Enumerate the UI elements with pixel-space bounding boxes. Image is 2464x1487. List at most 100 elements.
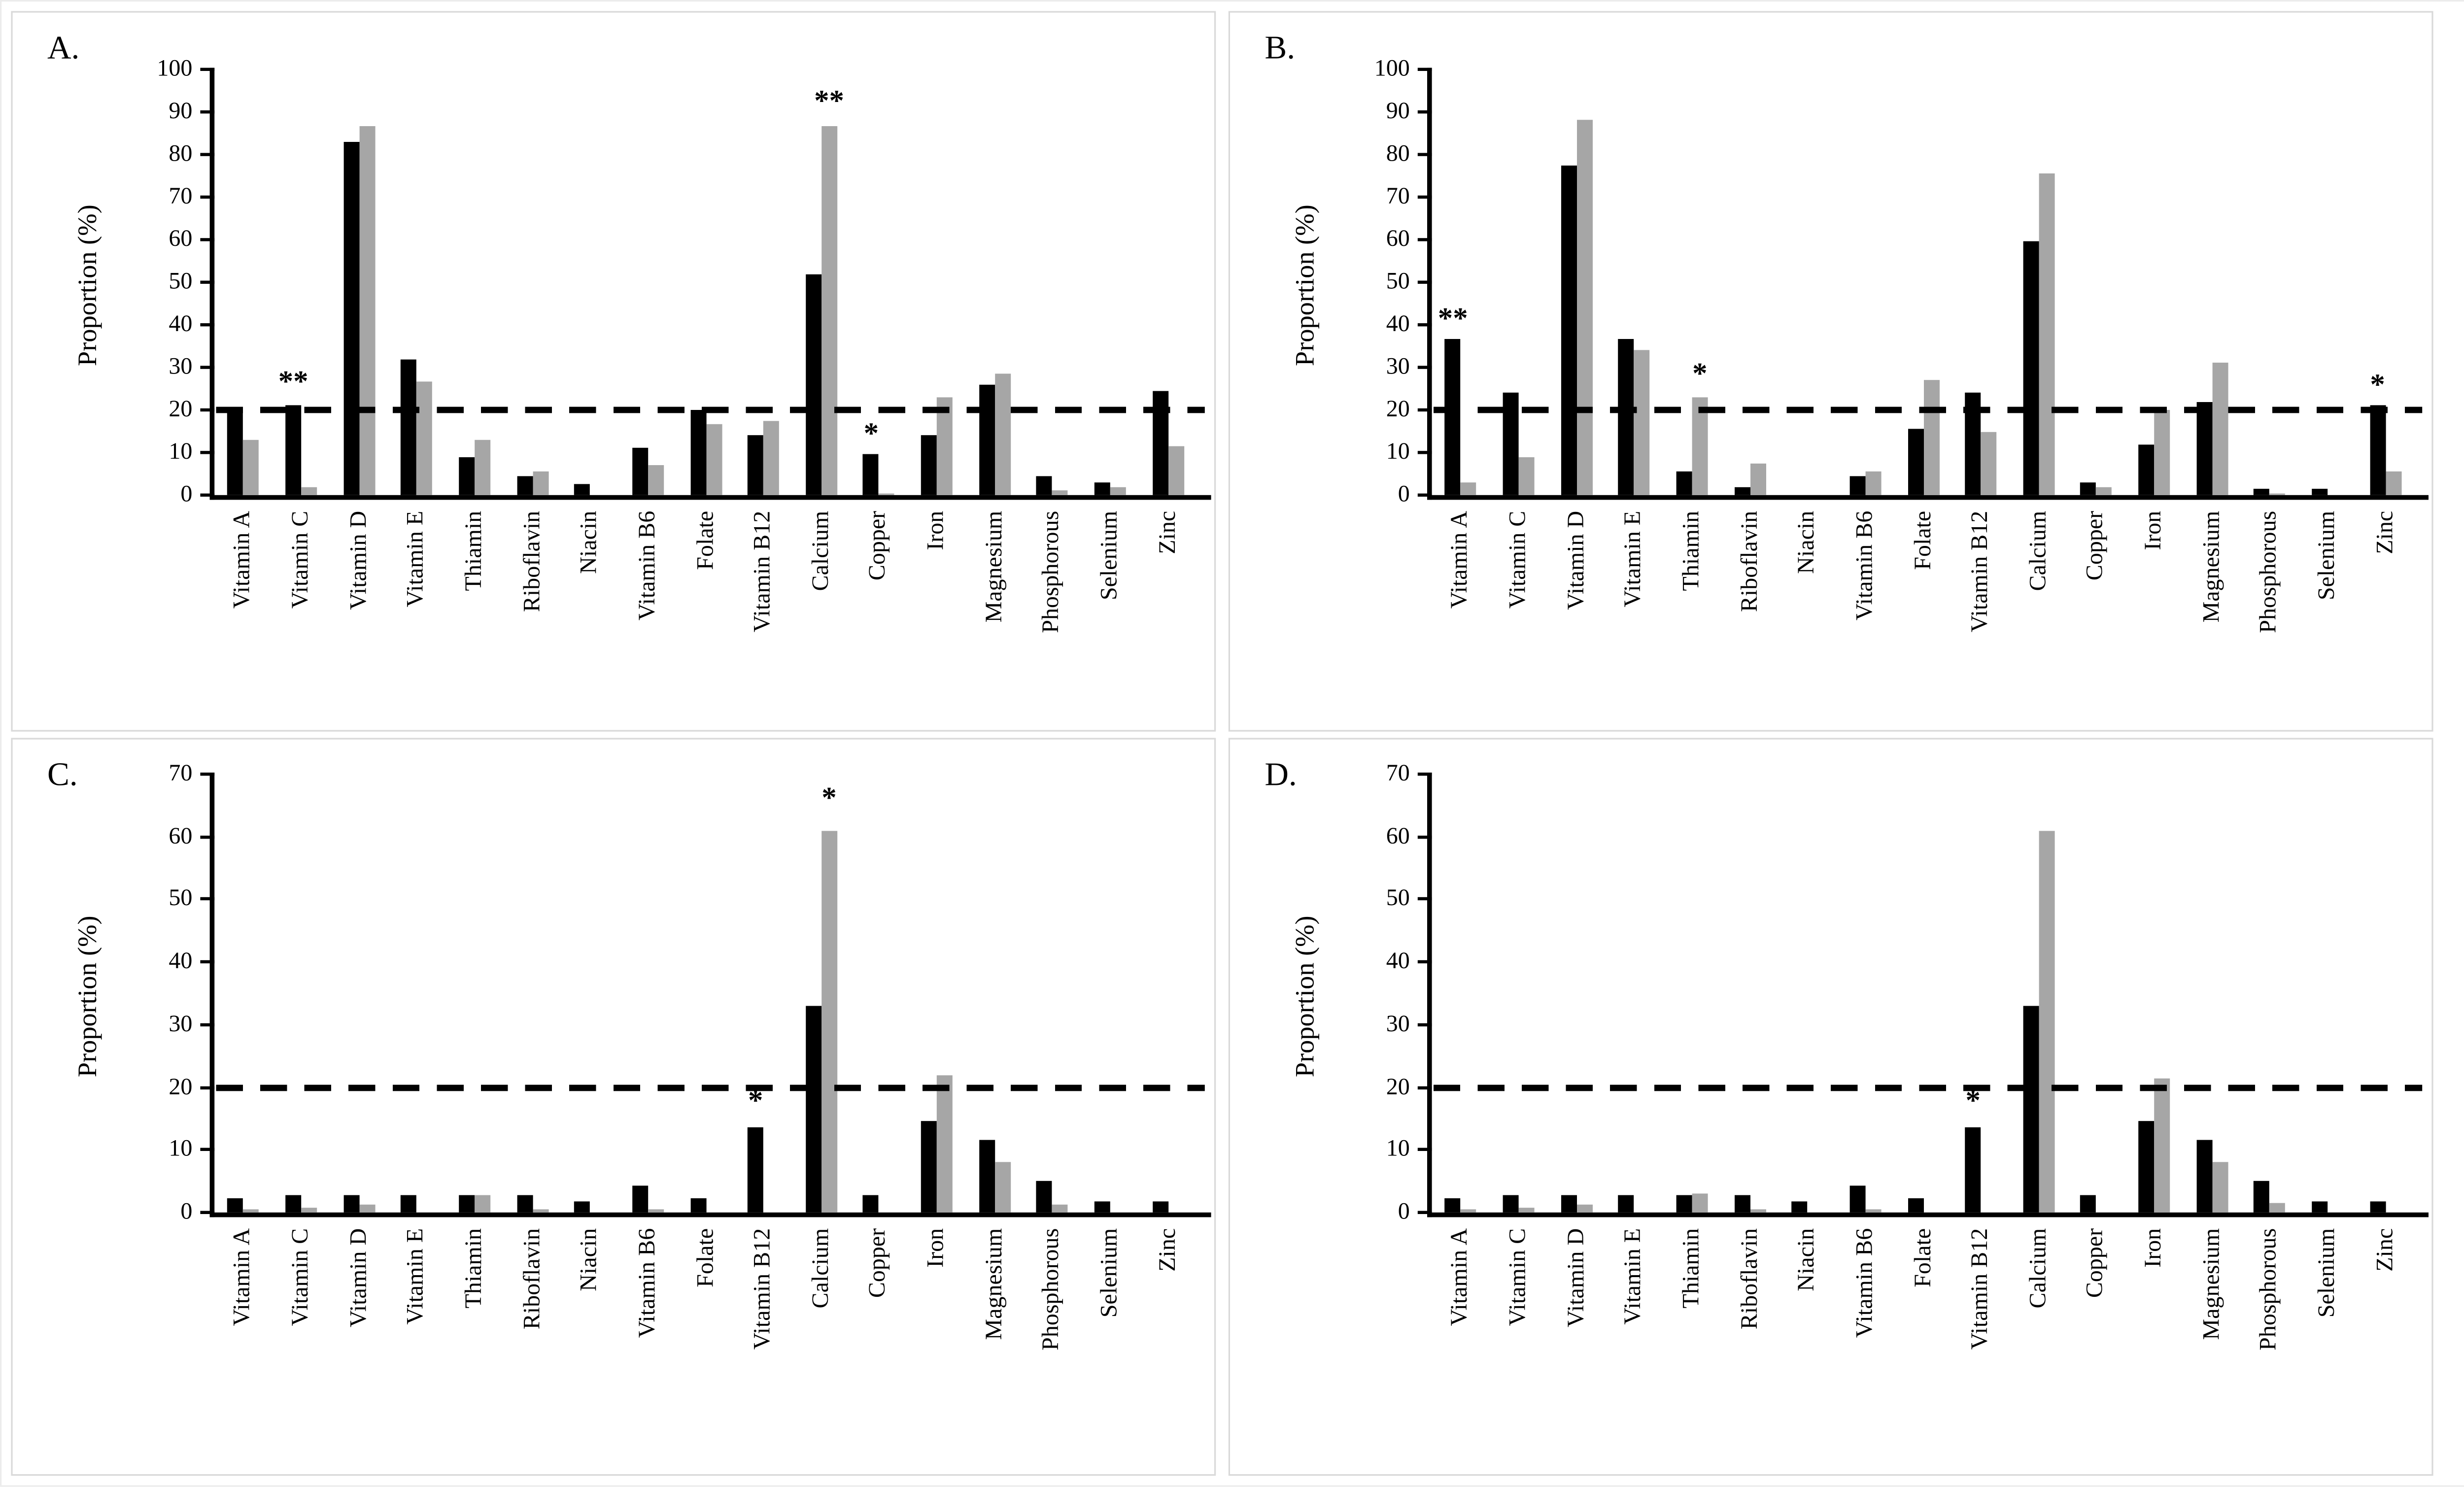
y-tick-label-70: 70 [169, 761, 193, 787]
x-label-phosphorous: Phosphorous [2257, 510, 2283, 633]
bar-gray-vitamin-b12 [1981, 431, 1997, 495]
x-label-zinc: Zinc [2372, 1228, 2398, 1272]
x-label-riboflavin: Riboflavin [1737, 1228, 1763, 1330]
panel-letter-a: A. [47, 28, 80, 67]
bar-black-thiamin [1676, 1195, 1692, 1213]
bar-gray-thiamin [1692, 1194, 1708, 1213]
y-tick-60 [200, 238, 215, 241]
y-tick-50 [1417, 280, 1432, 284]
bar-gray-phosphorous [1052, 491, 1068, 495]
bar-black-copper [2081, 1195, 2097, 1213]
x-label-vitamin-e: Vitamin E [404, 1228, 430, 1325]
bar-gray-vitamin-c [301, 1208, 317, 1213]
x-label-calcium: Calcium [2026, 1228, 2052, 1309]
y-tick-50 [200, 280, 215, 284]
bar-gray-vitamin-e [416, 382, 433, 495]
bar-black-phosphorous [2254, 1181, 2270, 1213]
y-tick-label-60: 60 [1386, 824, 1410, 849]
x-label-vitamin-a: Vitamin A [1448, 510, 1473, 609]
bar-gray-vitamin-c [301, 486, 317, 495]
bar-gray-vitamin-a [1461, 482, 1477, 495]
bar-black-niacin [574, 1202, 590, 1213]
y-tick-70 [200, 195, 215, 199]
x-label-magnesium: Magnesium [982, 510, 1007, 623]
bar-black-vitamin-d [1560, 1195, 1576, 1213]
bar-gray-calcium [821, 127, 837, 495]
bar-gray-folate [1923, 380, 1939, 495]
significance-2star-vitamin-c: ** [278, 366, 308, 400]
y-tick-20 [1417, 408, 1432, 412]
bar-gray-calcium [2038, 830, 2054, 1213]
bar-black-thiamin [1676, 472, 1692, 495]
bar-gray-copper [2096, 486, 2113, 495]
bar-gray-riboflavin [1749, 463, 1766, 495]
bar-black-selenium [1094, 482, 1110, 495]
x-label-zinc: Zinc [2372, 510, 2398, 554]
panel-c: C. Proportion (%) 0 10 20 30 40 50 60 70 Vitamin… [11, 738, 1216, 1476]
y-tick-30 [1417, 1023, 1432, 1026]
y-tick-10 [1417, 1148, 1432, 1151]
bar-gray-vitamin-d [1576, 1204, 1592, 1213]
bar-black-zinc [2369, 1201, 2386, 1213]
bar-gray-vitamin-a [1461, 1209, 1477, 1213]
x-label-vitamin-b6: Vitamin B6 [635, 1228, 661, 1338]
y-tick-label-90: 90 [169, 99, 193, 125]
bar-gray-riboflavin [1749, 1209, 1766, 1213]
bar-black-riboflavin [516, 475, 533, 495]
bar-black-vitamin-d [1560, 165, 1576, 495]
x-label-riboflavin: Riboflavin [519, 510, 545, 612]
y-tick-label-50: 50 [1386, 270, 1410, 295]
bar-black-phosphorous [1036, 1181, 1053, 1213]
bar-gray-vitamin-d [359, 127, 375, 495]
y-tick-80 [200, 153, 215, 156]
reference-dashed-line [216, 406, 1205, 413]
y-tick-label-70: 70 [1386, 184, 1410, 210]
y-tick-label-0: 0 [180, 1200, 193, 1225]
bar-black-vitamin-c [1503, 1195, 1519, 1213]
reference-dashed-line [1433, 406, 2423, 413]
x-label-copper: Copper [2084, 510, 2109, 581]
x-label-vitamin-d: Vitamin D [346, 1228, 372, 1327]
x-label-zinc: Zinc [1155, 510, 1181, 554]
x-label-vitamin-d: Vitamin D [1564, 510, 1589, 610]
y-tick-label-40: 40 [169, 949, 193, 975]
bar-black-folate [1907, 1198, 1923, 1213]
bar-gray-phosphorous [1052, 1205, 1068, 1213]
y-tick-50 [1417, 898, 1432, 901]
bar-black-vitamin-a [1445, 339, 1461, 495]
x-label-calcium: Calcium [2026, 510, 2052, 591]
x-label-magnesium: Magnesium [2199, 510, 2225, 623]
bar-black-vitamin-e [401, 359, 417, 495]
significance-2star-calcium: ** [814, 85, 844, 118]
bar-gray-thiamin [1692, 397, 1708, 495]
bar-gray-zinc [2385, 472, 2401, 495]
bar-black-vitamin-a [1445, 1198, 1461, 1213]
plot-area-B: 0 10 20 30 40 50 60 70 80 90 100 Vitamin A Vitamin C… [1230, 13, 2431, 730]
x-label-vitamin-c: Vitamin C [1506, 510, 1532, 609]
bar-black-copper [863, 454, 879, 495]
bar-gray-calcium [2038, 173, 2054, 495]
panel-d: D. Proportion (%) 0 10 20 30 40 50 60 70 Vitamin… [1228, 738, 2433, 1476]
y-tick-30 [200, 366, 215, 369]
y-tick-label-20: 20 [1386, 1075, 1410, 1100]
bar-gray-vitamin-b6 [648, 1209, 664, 1213]
x-label-copper: Copper [866, 1228, 892, 1298]
reference-dashed-line [1433, 1084, 2423, 1090]
bar-gray-calcium [821, 830, 837, 1213]
x-label-iron: Iron [924, 1228, 950, 1268]
bar-black-thiamin [458, 457, 475, 495]
x-label-folate: Folate [1910, 1228, 1936, 1287]
y-tick-60 [1417, 835, 1432, 839]
y-tick-label-70: 70 [1386, 761, 1410, 787]
y-tick-70 [1417, 773, 1432, 776]
significance-1star-zinc: * [2370, 368, 2385, 402]
bar-gray-iron [937, 1075, 953, 1213]
y-tick-30 [1417, 366, 1432, 369]
significance-2star-vitamin-a: ** [1437, 302, 1468, 336]
bar-black-riboflavin [1734, 1195, 1750, 1213]
x-label-vitamin-b12: Vitamin B12 [751, 1228, 776, 1350]
x-label-vitamin-b6: Vitamin B6 [1852, 510, 1878, 621]
bar-black-niacin [1791, 1202, 1808, 1213]
bar-black-zinc [2369, 406, 2386, 495]
y-tick-label-10: 10 [169, 1137, 193, 1163]
